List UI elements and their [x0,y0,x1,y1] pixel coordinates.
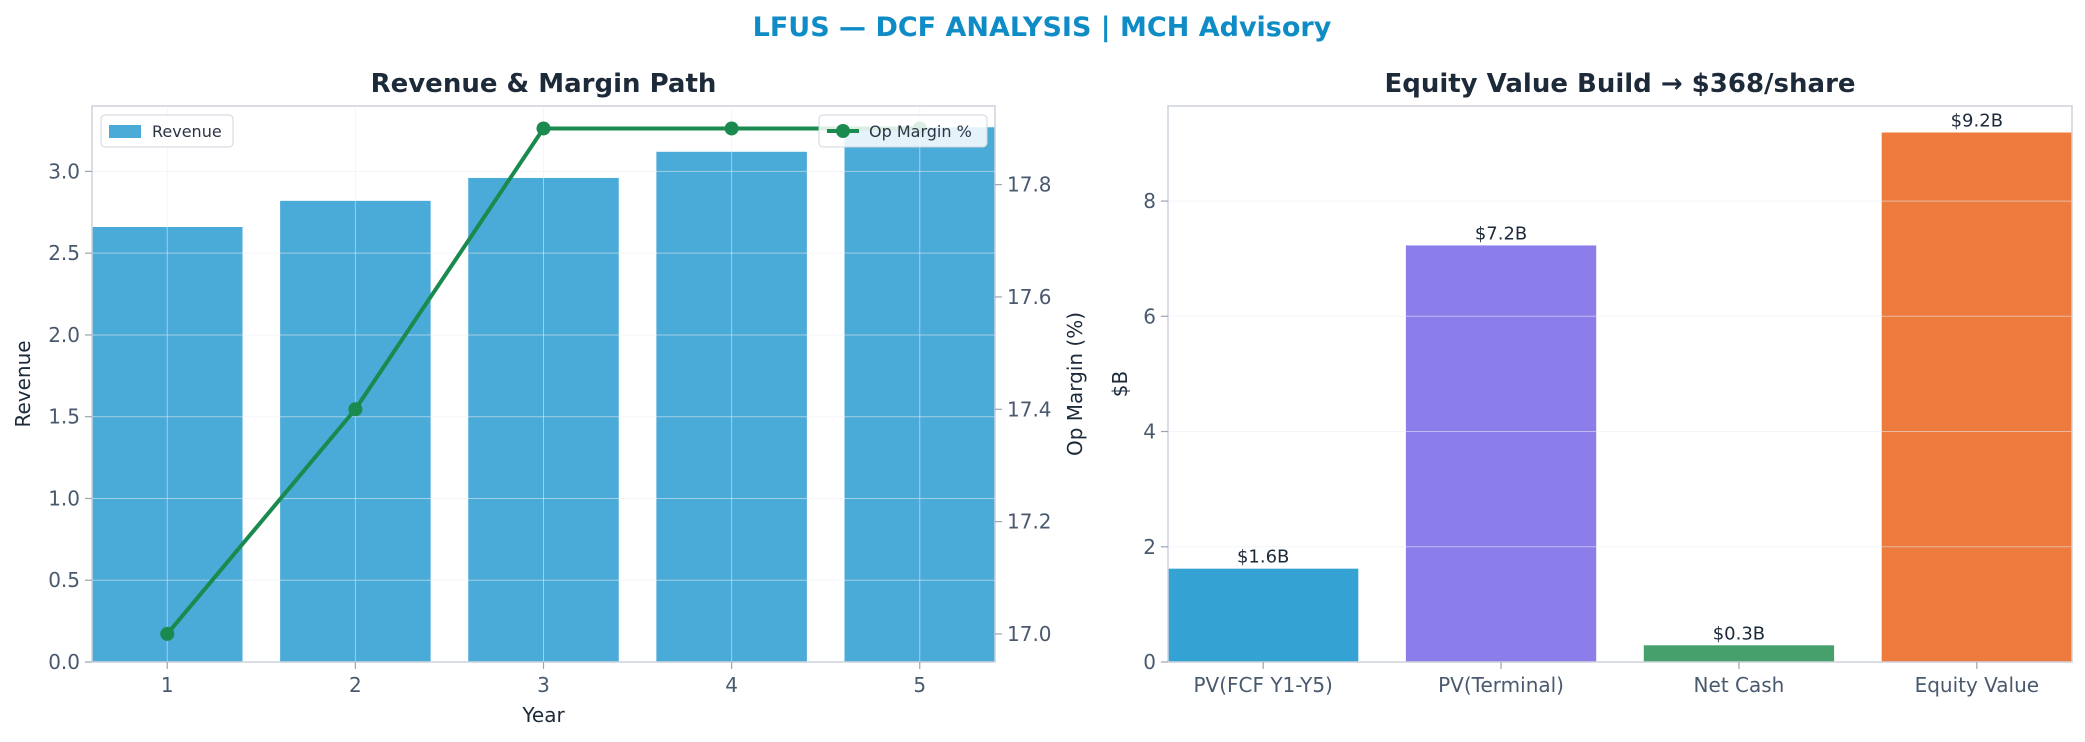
legend-label-op-margin: Op Margin % [869,122,972,141]
op-margin-point-3 [536,121,551,136]
xtick-label: PV(FCF Y1-Y5) [1193,673,1332,697]
ytick-label: 2.5 [48,241,80,265]
y-axis-label: $B [1108,371,1132,397]
legend-label-revenue: Revenue [152,122,222,141]
ytick-label: 2.0 [48,323,80,347]
y2tick-label: 17.0 [1007,622,1052,646]
ytick-label: 4 [1143,420,1156,444]
ytick-label: 0 [1143,650,1156,674]
ytick-label: 8 [1143,189,1156,213]
xtick-label: 2 [349,673,362,697]
op-margin-point-1 [160,626,175,641]
y2tick-label: 17.6 [1007,285,1052,309]
legend-swatch-marker [836,124,850,138]
bar-value-label: $0.3B [1713,623,1765,644]
y2tick-label: 17.8 [1007,173,1052,197]
y2tick-label: 17.2 [1007,510,1052,534]
value-bar-3 [1881,132,2072,662]
legend-op-margin: Op Margin % [818,114,988,148]
chart-title: Revenue & Margin Path [371,69,717,99]
y2tick-label: 17.4 [1007,397,1052,421]
figure-title: LFUS — DCF ANALYSIS | MCH Advisory [753,12,1332,43]
ytick-label: 0.5 [48,568,80,592]
chart-title: Equity Value Build → $368/share [1384,69,1855,99]
legend-box [100,114,234,148]
revenue-margin-chart: 0.0 0.5 1.0 1.5 2.0 2.5 3.0 17.0 17.2 17.4 17.6 17.… [11,69,1087,727]
equity-value-chart: $1.6B $7.2B $0.3B $9.2B 0 2 4 6 8 PV(FCF Y1-Y5) PV… [1108,69,2073,697]
value-bar-1 [1405,245,1597,662]
value-bar-0 [1168,568,1359,662]
legend-swatch-revenue [109,125,141,138]
ytick-label: 3.0 [48,159,80,183]
ytick-label: 0.0 [48,650,80,674]
op-margin-point-2 [348,402,363,417]
legend-box [818,114,988,148]
y-axis-label: Revenue [11,340,35,427]
bar-value-label: $9.2B [1951,111,2003,132]
y2-axis-label: Op Margin (%) [1063,312,1087,456]
value-bar-2 [1643,645,1835,662]
xtick-label: 5 [913,673,926,697]
ytick-label: 2 [1143,535,1156,559]
x-axis-label: Year [521,703,565,727]
xtick-label: Equity Value [1915,673,2040,697]
ytick-label: 6 [1143,304,1156,328]
bar-value-label: $7.2B [1475,223,1527,244]
ytick-label: 1.5 [48,405,80,429]
ytick-label: 1.0 [48,486,80,510]
legend-revenue: Revenue [100,114,234,148]
plot-frame [1167,105,2073,663]
xtick-label: 1 [161,673,174,697]
op-margin-point-4 [724,121,739,136]
xtick-label: 3 [537,673,550,697]
xtick-label: Net Cash [1694,673,1785,697]
bar-value-label: $1.6B [1237,547,1289,568]
xtick-label: 4 [725,673,738,697]
xtick-label: PV(Terminal) [1438,673,1564,697]
